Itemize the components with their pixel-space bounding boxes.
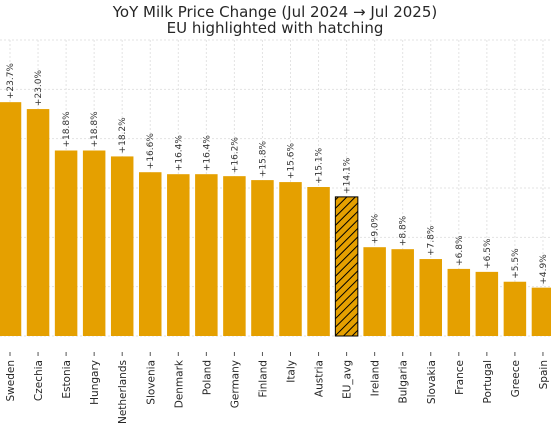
bar [279, 182, 302, 336]
x-tick-label: Germany [229, 360, 241, 408]
bar [139, 172, 162, 336]
value-label: +14.1% [343, 157, 353, 194]
value-label: +16.6% [146, 133, 156, 170]
bar [195, 174, 218, 336]
bar [475, 271, 499, 336]
bar [167, 174, 190, 336]
x-tick-label: EU_avg [342, 360, 354, 399]
value-label: +15.6% [287, 142, 297, 179]
value-label: +6.8% [455, 235, 465, 266]
chart-title: YoY Milk Price Change (Jul 2024 → Jul 20… [112, 3, 437, 21]
value-label: +15.8% [258, 141, 268, 178]
value-label: +9.0% [371, 213, 381, 244]
value-label: +23.0% [34, 69, 44, 106]
x-tick-label: Ireland [370, 360, 382, 396]
value-label: +16.4% [202, 135, 212, 172]
x-tick-label: Poland [201, 360, 213, 395]
bar [531, 287, 551, 336]
x-tick-label: Italy [286, 360, 298, 383]
bar [251, 180, 274, 336]
value-label: +15.1% [315, 147, 325, 184]
bar [26, 109, 50, 336]
bar [223, 176, 246, 336]
value-label: +18.8% [90, 111, 100, 148]
bar [503, 281, 527, 336]
value-label: +18.2% [118, 117, 128, 154]
x-axis: Sweden Czechia Estonia Hungary Netherlands Sl… [5, 352, 550, 424]
x-tick-label: Czechia [33, 360, 45, 401]
x-tick-label: Portugal [482, 360, 494, 404]
x-tick-label: Estonia [61, 360, 73, 399]
x-tick-label: Austria [314, 360, 326, 397]
x-tick-label: Sweden [5, 360, 17, 402]
x-tick-label: Spain [538, 360, 550, 389]
x-tick-label: Netherlands [117, 360, 129, 424]
bars [0, 102, 551, 337]
bar [82, 150, 106, 336]
value-label: +18.8% [62, 111, 72, 148]
value-label: +16.4% [174, 135, 184, 172]
x-tick-label: Bulgaria [398, 360, 410, 404]
value-label: +7.8% [427, 225, 437, 256]
bar-highlighted [334, 196, 359, 337]
bar [419, 259, 442, 336]
x-tick-label: Slovakia [426, 360, 438, 404]
bar [391, 249, 414, 336]
value-label: +4.9% [539, 254, 549, 285]
x-tick-label: Slovenia [145, 360, 157, 405]
chart-subtitle: EU highlighted with hatching [167, 19, 384, 37]
bar [54, 150, 78, 336]
value-labels: +23.7% +23.0% +18.8% +18.8% +18.2% +16.6% +16.… [6, 63, 549, 285]
x-tick-label: Hungary [89, 360, 101, 405]
bar [110, 156, 134, 336]
value-label: +16.2% [230, 137, 240, 174]
x-tick-label: France [454, 360, 466, 395]
x-tick-label: Greece [510, 360, 522, 397]
value-label: +5.5% [511, 248, 521, 279]
x-tick-label: Denmark [173, 359, 185, 408]
bar [363, 247, 386, 336]
value-label: +23.7% [6, 63, 16, 100]
value-label: +6.5% [483, 238, 493, 269]
value-label: +8.8% [399, 215, 409, 246]
bar [447, 268, 471, 336]
x-tick-label: Finland [257, 360, 269, 398]
bar [307, 187, 330, 336]
bar [0, 102, 22, 336]
